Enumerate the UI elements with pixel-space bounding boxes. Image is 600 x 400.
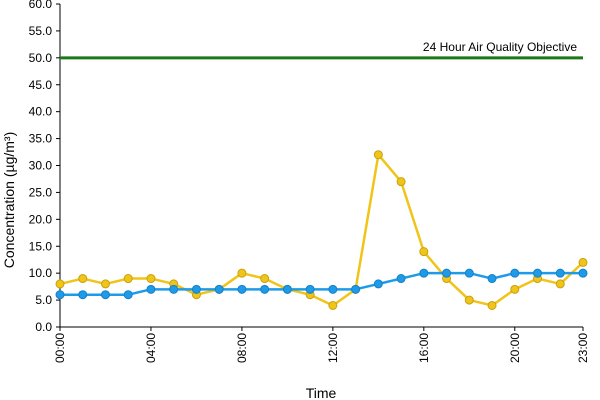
- data-point: [351, 284, 361, 294]
- data-point: [396, 274, 406, 284]
- x-axis-title: Time: [306, 385, 337, 400]
- data-point: [373, 150, 383, 160]
- data-point: [419, 247, 429, 257]
- reference-line-label: 24 Hour Air Quality Objective: [423, 40, 577, 54]
- data-point: [373, 279, 383, 289]
- data-point: [464, 295, 474, 305]
- y-tick-label: 60.0: [29, 0, 53, 11]
- data-point: [237, 284, 247, 294]
- data-point: [100, 290, 110, 300]
- data-point: [169, 284, 179, 294]
- series-group: [55, 150, 588, 310]
- data-point: [487, 300, 497, 310]
- y-tick-label: 35.0: [29, 132, 53, 146]
- data-point: [123, 290, 133, 300]
- data-point: [123, 274, 133, 284]
- y-axis-title: Concentration (µg/m³): [1, 132, 17, 268]
- y-tick-label: 20.0: [29, 212, 53, 226]
- data-point: [419, 268, 429, 278]
- y-tick-label: 30.0: [29, 159, 53, 173]
- data-point: [578, 257, 588, 267]
- data-point: [464, 268, 474, 278]
- data-point: [328, 284, 338, 294]
- y-tick-label: 50.0: [29, 51, 53, 65]
- y-tick-label: 55.0: [29, 24, 53, 38]
- data-point: [328, 300, 338, 310]
- data-point: [555, 268, 565, 278]
- y-axis-ticks: 0.0 5.0 10.0 15.0 20.0 25.0 30.0 35.0 40.0 45.0 50…: [29, 0, 60, 334]
- x-tick-label: 08:00: [235, 333, 249, 363]
- data-point: [55, 290, 65, 300]
- data-point: [305, 284, 315, 294]
- y-tick-label: 15.0: [29, 239, 53, 253]
- data-point: [260, 274, 270, 284]
- x-tick-label: 12:00: [326, 333, 340, 363]
- y-tick-label: 5.0: [35, 293, 52, 307]
- data-point: [78, 274, 88, 284]
- data-point: [214, 284, 224, 294]
- data-point: [191, 284, 201, 294]
- data-point: [55, 279, 65, 289]
- y-tick-label: 45.0: [29, 78, 53, 92]
- data-point: [260, 284, 270, 294]
- x-tick-label: 16:00: [417, 333, 431, 363]
- y-tick-label: 10.0: [29, 266, 53, 280]
- data-point: [510, 268, 520, 278]
- x-axis-ticks: 00:00 04:00 08:00 12:00 16:00 20:00 23:00: [53, 327, 590, 363]
- x-tick-label: 00:00: [53, 333, 67, 363]
- data-point: [510, 284, 520, 294]
- reference-line-group: 24 Hour Air Quality Objective: [60, 40, 583, 60]
- data-point: [78, 290, 88, 300]
- data-point: [146, 274, 156, 284]
- data-point: [146, 284, 156, 294]
- series-line: [59, 153, 584, 307]
- series-1: [55, 268, 588, 300]
- x-tick-label: 04:00: [144, 333, 158, 363]
- x-tick-label: 23:00: [576, 333, 590, 363]
- data-point: [396, 177, 406, 187]
- series-0: [55, 150, 588, 310]
- data-point: [533, 268, 543, 278]
- data-point: [237, 268, 247, 278]
- y-tick-label: 0.0: [35, 320, 52, 334]
- data-point: [578, 268, 588, 278]
- y-tick-label: 25.0: [29, 185, 53, 199]
- y-tick-label: 40.0: [29, 105, 53, 119]
- series-line: [60, 271, 583, 296]
- data-point: [487, 274, 497, 284]
- x-tick-label: 20:00: [508, 333, 522, 363]
- data-point: [100, 279, 110, 289]
- data-point: [442, 268, 452, 278]
- data-point: [282, 284, 292, 294]
- data-point: [555, 279, 565, 289]
